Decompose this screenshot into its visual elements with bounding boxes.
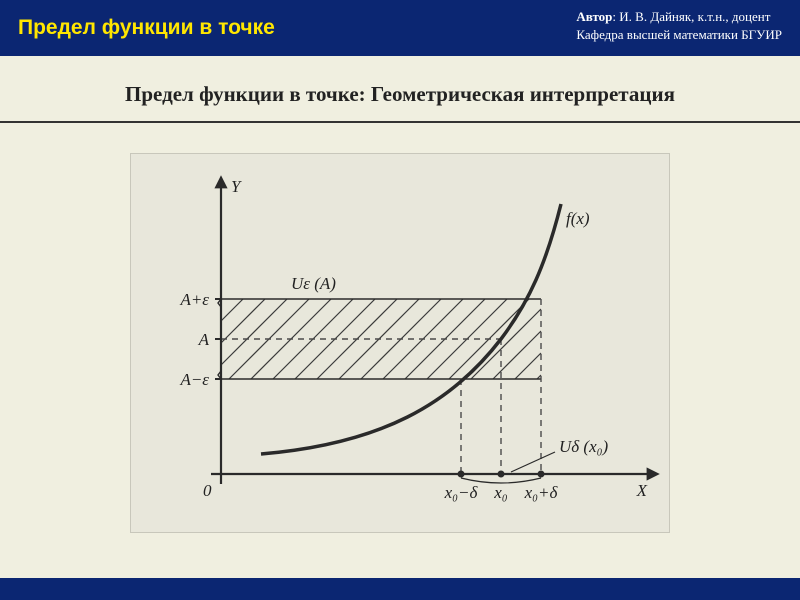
author-name: : И. В. Дайняк, к.т.н., доцент bbox=[612, 9, 770, 24]
divider bbox=[0, 121, 800, 123]
svg-text:A: A bbox=[198, 330, 210, 349]
svg-text:f(x): f(x) bbox=[566, 209, 590, 228]
author-block: Автор: И. В. Дайняк, к.т.н., доцент Кафе… bbox=[576, 8, 782, 44]
svg-text:x₀+δ: x₀+δ bbox=[524, 483, 559, 502]
bottom-bar bbox=[0, 578, 800, 600]
figure-wrap: Y X 0 A+ε A A−ε x₀−δ x₀ x₀+δ Uε (A) Uδ (x₀) f(x) bbox=[0, 153, 800, 533]
subtitle: Предел функции в точке: Геометрическая и… bbox=[0, 82, 800, 107]
svg-text:0: 0 bbox=[203, 481, 212, 500]
limit-diagram: Y X 0 A+ε A A−ε x₀−δ x₀ x₀+δ Uε (A) Uδ (x₀) f(x) bbox=[130, 153, 670, 533]
svg-text:x₀: x₀ bbox=[493, 483, 508, 502]
page-title: Предел функции в точке bbox=[18, 16, 275, 40]
svg-text:Uε (A): Uε (A) bbox=[291, 274, 336, 293]
diagram-svg: Y X 0 A+ε A A−ε x₀−δ x₀ x₀+δ Uε (A) Uδ (x₀) f(x) bbox=[131, 154, 671, 534]
author-line-1: Автор: И. В. Дайняк, к.т.н., доцент bbox=[576, 8, 782, 26]
svg-text:X: X bbox=[636, 481, 648, 500]
svg-text:A+ε: A+ε bbox=[179, 290, 209, 309]
svg-text:Y: Y bbox=[231, 177, 242, 196]
author-line-2: Кафедра высшей математики БГУИР bbox=[576, 26, 782, 44]
svg-text:Uδ (x₀): Uδ (x₀) bbox=[559, 437, 609, 456]
author-label: Автор bbox=[576, 9, 612, 24]
svg-text:A−ε: A−ε bbox=[179, 370, 209, 389]
svg-text:x₀−δ: x₀−δ bbox=[444, 483, 479, 502]
header-bar: Предел функции в точке Автор: И. В. Дайн… bbox=[0, 0, 800, 56]
